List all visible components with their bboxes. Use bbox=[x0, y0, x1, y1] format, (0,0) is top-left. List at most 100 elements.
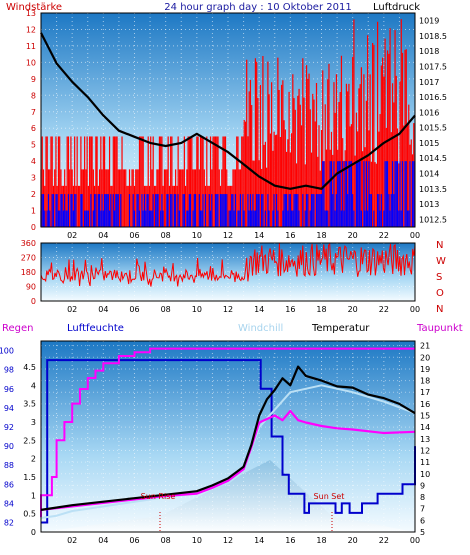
temp-y-tick: 14 bbox=[420, 423, 430, 432]
panel3-x-tick: 00 bbox=[410, 536, 420, 545]
humidity-y-tick: 92 bbox=[4, 423, 14, 432]
compass-label: O bbox=[436, 288, 444, 299]
pressure-y-tick: 1012.5 bbox=[419, 215, 447, 224]
direction-y-tick: 0 bbox=[31, 297, 36, 306]
panel2-x-tick: 14 bbox=[254, 305, 264, 314]
chart-title: 24 hour graph day : 10 Oktober 2011 bbox=[164, 2, 351, 13]
panel1-x-tick: 06 bbox=[129, 231, 139, 240]
pressure-y-tick: 1018 bbox=[419, 47, 439, 56]
panel1-x-tick: 10 bbox=[192, 231, 202, 240]
pressure-y-tick: 1013 bbox=[419, 200, 439, 209]
humidity-line bbox=[41, 359, 416, 524]
panel1-x-tick: 02 bbox=[67, 231, 77, 240]
wind-y-tick: 11 bbox=[26, 42, 36, 51]
humidity-y-tick: 98 bbox=[4, 366, 14, 375]
temp-y-tick: 17 bbox=[420, 388, 430, 397]
legend-regen: Regen bbox=[2, 323, 34, 334]
legend-luftfeuchte: Luftfeuchte bbox=[67, 323, 124, 334]
panel1-x-tick: 12 bbox=[223, 231, 233, 240]
humidity-y-tick: 94 bbox=[4, 404, 14, 413]
panel1-x-tick: 14 bbox=[254, 231, 264, 240]
panel-frame bbox=[40, 12, 416, 228]
wind-y-tick: 4 bbox=[31, 157, 36, 166]
rain-y-tick: 1.5 bbox=[23, 473, 36, 482]
pressure-y-tick: 1018.5 bbox=[419, 32, 447, 41]
wind-y-tick: 13 bbox=[26, 9, 36, 18]
panel1-x-tick: 18 bbox=[316, 231, 326, 240]
temp-y-tick: 10 bbox=[420, 470, 430, 479]
rain-y-tick: 4.5 bbox=[23, 363, 36, 372]
temp-y-tick: 20 bbox=[420, 353, 430, 362]
humidity-y-tick: 88 bbox=[4, 461, 14, 470]
rain-y-tick: 3 bbox=[31, 418, 36, 427]
pressure-y-tick: 1013.5 bbox=[419, 185, 447, 194]
sun-set-label: Sun Set bbox=[314, 492, 345, 501]
panel1-right-label: Luftdruck bbox=[373, 2, 420, 13]
panel1-x-tick: 22 bbox=[379, 231, 389, 240]
temp-y-tick: 7 bbox=[420, 505, 425, 514]
panel2-x-tick: 12 bbox=[223, 305, 233, 314]
compass-label: N bbox=[436, 240, 443, 251]
temp-y-tick: 18 bbox=[420, 377, 430, 386]
panel1-x-tick: 04 bbox=[98, 231, 108, 240]
direction-y-tick: 90 bbox=[26, 283, 36, 292]
temp-y-tick: 15 bbox=[420, 412, 430, 421]
panel2-x-tick: 04 bbox=[98, 305, 108, 314]
panel3-x-tick: 18 bbox=[316, 536, 326, 545]
pressure-y-tick: 1019 bbox=[419, 17, 439, 26]
temp-y-tick: 11 bbox=[420, 458, 430, 467]
wind-y-tick: 0 bbox=[31, 223, 36, 232]
humidity-y-tick: 84 bbox=[4, 499, 14, 508]
rain-y-tick: 2.5 bbox=[23, 436, 36, 445]
pressure-y-tick: 1016 bbox=[419, 108, 439, 117]
wind-y-tick: 5 bbox=[31, 141, 36, 150]
humidity-y-tick: 100 bbox=[0, 347, 14, 356]
humidity-y-tick: 82 bbox=[4, 518, 14, 527]
dewpoint-line bbox=[40, 409, 416, 511]
panel2-x-tick: 10 bbox=[192, 305, 202, 314]
temperature-line bbox=[40, 365, 416, 511]
humidity-y-tick: 86 bbox=[4, 480, 14, 489]
panel3-x-tick: 12 bbox=[223, 536, 233, 545]
wind-y-tick: 10 bbox=[26, 58, 36, 67]
temp-y-tick: 8 bbox=[420, 493, 425, 502]
wind-y-tick: 2 bbox=[31, 190, 36, 199]
pressure-y-tick: 1017 bbox=[419, 78, 439, 87]
pressure-y-tick: 1014 bbox=[419, 170, 439, 179]
legend-windchill: Windchill bbox=[238, 323, 283, 334]
panel2-x-tick: 06 bbox=[129, 305, 139, 314]
panel-frame bbox=[40, 242, 416, 302]
panel2-x-tick: 20 bbox=[348, 305, 358, 314]
panel2-x-tick: 16 bbox=[285, 305, 295, 314]
pressure-y-tick: 1015.5 bbox=[419, 124, 447, 133]
rain-y-tick: 0.5 bbox=[23, 510, 36, 519]
humidity-y-tick: 96 bbox=[4, 385, 14, 394]
compass-label: S bbox=[436, 272, 442, 283]
panel3-x-tick: 10 bbox=[192, 536, 202, 545]
panel3-x-tick: 20 bbox=[348, 536, 358, 545]
compass-label: W bbox=[436, 256, 446, 267]
panel1-x-tick: 20 bbox=[348, 231, 358, 240]
panel2-x-tick: 00 bbox=[410, 305, 420, 314]
panel2-x-tick: 08 bbox=[161, 305, 171, 314]
temp-y-tick: 5 bbox=[420, 528, 425, 537]
rain-y-tick: 0 bbox=[31, 528, 36, 537]
pressure-y-tick: 1016.5 bbox=[419, 93, 447, 102]
panel3-x-tick: 22 bbox=[379, 536, 389, 545]
wind-y-tick: 7 bbox=[31, 108, 36, 117]
humidity-y-tick: 90 bbox=[4, 442, 14, 451]
wind-y-tick: 8 bbox=[31, 91, 36, 100]
legend-temperatur: Temperatur bbox=[311, 323, 370, 334]
panel1-x-tick: 00 bbox=[410, 231, 420, 240]
direction-y-tick: 180 bbox=[21, 268, 36, 277]
panel1-x-tick: 16 bbox=[285, 231, 295, 240]
legend-taupunkt: Taupunkt bbox=[416, 323, 463, 334]
panel2-x-tick: 18 bbox=[316, 305, 326, 314]
wind-y-tick: 3 bbox=[31, 174, 36, 183]
pressure-y-tick: 1017.5 bbox=[419, 63, 447, 72]
compass-label: N bbox=[436, 304, 443, 315]
panel3-x-tick: 04 bbox=[98, 536, 108, 545]
direction-y-tick: 360 bbox=[21, 239, 36, 248]
panel3-x-tick: 08 bbox=[161, 536, 171, 545]
